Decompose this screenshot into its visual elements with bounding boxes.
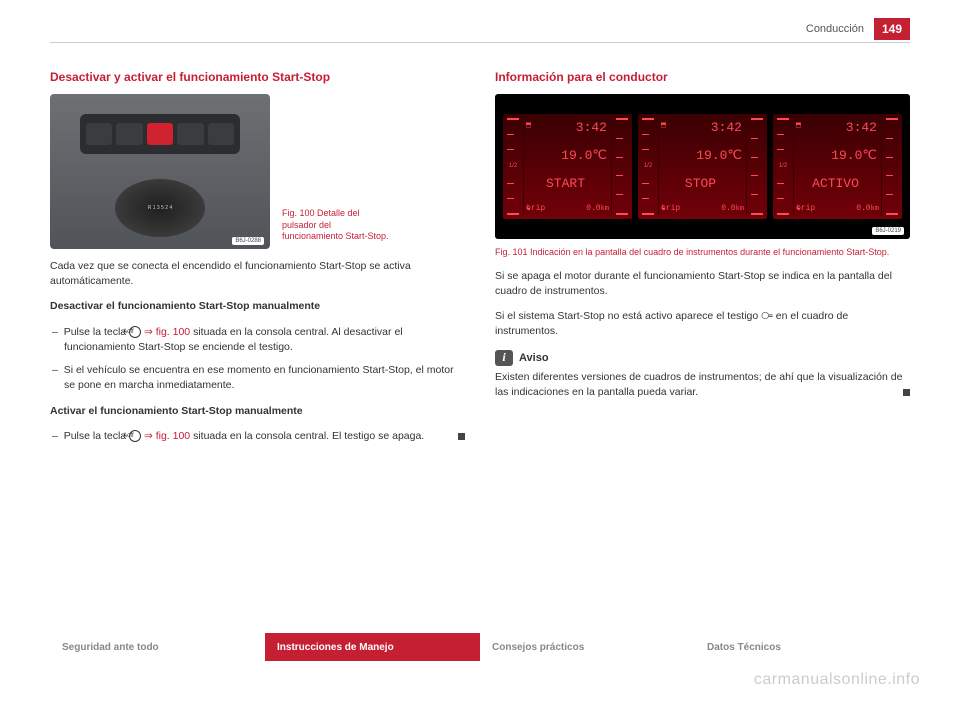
temp-gauge [751,118,763,215]
deact-item-2: – Si el vehículo se encuentra en ese mom… [64,363,465,393]
cluster-trip: ⬙ trip 0.0km [659,204,746,213]
right-column: Información para el conductor 1/2 ⬒ 3:42… [495,70,910,454]
cluster-readout: ⬒ 3:42 19.0℃ ACTIVO ⬙ trip 0.0km [793,118,882,215]
footer-tab[interactable]: Datos Técnicos [695,633,910,661]
cluster-time: 3:42 [524,120,611,135]
cluster-trip: ⬙ trip 0.0km [794,204,881,213]
footer-tabs: Seguridad ante todo Instrucciones de Man… [50,633,910,661]
page: Conducción 149 Desactivar y activar el f… [0,0,960,701]
left-p1: Cada vez que se conecta el encendido el … [50,259,465,289]
fig100-image: R 1 3 5 2 4 B6J-0288 [50,94,270,249]
fig100-start-stop-btn [147,123,173,145]
fig100-button-panel [80,114,240,154]
fig100-btn [86,123,112,145]
shifter-knob-text: R 1 3 5 2 4 [148,205,172,211]
deact-list: – Pulse la tecla Aoff ⇒ fig. 100 situada… [50,325,465,394]
fuel-gauge: 1/2 [507,118,519,215]
cluster-readout: ⬒ 3:42 19.0℃ START ⬙ trip 0.0km [523,118,612,215]
cluster-readout: ⬒ 3:42 19.0℃ STOP ⬙ trip 0.0km [658,118,747,215]
fig101-image: 1/2 ⬒ 3:42 19.0℃ START ⬙ trip 0.0km [495,94,910,239]
right-title: Información para el conductor [495,70,910,84]
cluster-panel: 1/2 ⬒ 3:42 19.0℃ STOP ⬙ trip 0.0km [638,114,767,219]
end-square-icon [903,389,910,396]
aviso-heading: i Aviso [495,350,910,366]
cluster-trip: ⬙ trip 0.0km [524,204,611,213]
footer-tab[interactable]: Instrucciones de Manejo [265,633,480,661]
fig100-btn [208,123,234,145]
cluster-panel: 1/2 ⬒ 3:42 19.0℃ ACTIVO ⬙ trip 0.0km [773,114,902,219]
temp-gauge [886,118,898,215]
fig100-badge: B6J-0288 [232,237,264,245]
aviso-text: Existen diferentes versiones de cuadros … [495,370,910,400]
left-title: Desactivar y activar el funcionamiento S… [50,70,465,84]
temp-gauge [616,118,628,215]
fig100-row: R 1 3 5 2 4 B6J-0288 Fig. 100 Detalle de… [50,94,465,249]
cluster-time: 3:42 [659,120,746,135]
cluster-panel: 1/2 ⬒ 3:42 19.0℃ START ⬙ trip 0.0km [503,114,632,219]
watermark: carmanualsonline.info [754,671,920,689]
cluster-temp: 19.0℃ [659,148,746,163]
fig100-btn [177,123,203,145]
cluster-status: ACTIVO [794,176,881,191]
aviso-label: Aviso [519,352,549,364]
cluster-status: START [524,176,611,191]
left-h-deact: Desactivar el funcionamiento Start-Stop … [50,299,465,314]
act-item-1: – Pulse la tecla Aoff ⇒ fig. 100 situada… [64,429,465,444]
start-stop-off-icon: Aoff [129,430,141,442]
content: Desactivar y activar el funcionamiento S… [50,30,910,454]
fig100-btn [116,123,142,145]
start-stop-indicator-icon: ⧃ [761,310,773,322]
fuel-gauge: 1/2 [642,118,654,215]
act-list: – Pulse la tecla Aoff ⇒ fig. 100 situada… [50,429,465,444]
cluster-temp: 19.0℃ [524,148,611,163]
cluster-time: 3:42 [794,120,881,135]
start-stop-off-icon: Aoff [129,326,141,338]
page-header: Conducción 149 [806,18,910,40]
end-square-icon [458,433,465,440]
header-rule [50,42,910,43]
deact-item-1: – Pulse la tecla Aoff ⇒ fig. 100 situada… [64,325,465,355]
info-icon: i [495,350,513,366]
right-p1: Si se apaga el motor durante el funciona… [495,269,910,299]
footer-tab[interactable]: Consejos prácticos [480,633,695,661]
fig100-shifter: R 1 3 5 2 4 [115,179,205,237]
cluster-status: STOP [659,176,746,191]
header-page-number: 149 [874,18,910,40]
fig100-caption: Fig. 100 Detalle del pulsador del funcio… [282,208,392,249]
header-section: Conducción [806,23,864,35]
right-p2: Si el sistema Start-Stop no está activo … [495,309,910,339]
cluster-temp: 19.0℃ [794,148,881,163]
left-h-act: Activar el funcionamiento Start-Stop man… [50,404,465,419]
footer-tab[interactable]: Seguridad ante todo [50,633,265,661]
left-column: Desactivar y activar el funcionamiento S… [50,70,465,454]
fig101-badge: B6J-0219 [872,227,904,235]
fig101-caption: Fig. 101 Indicación en la pantalla del c… [495,247,910,259]
fuel-gauge: 1/2 [777,118,789,215]
